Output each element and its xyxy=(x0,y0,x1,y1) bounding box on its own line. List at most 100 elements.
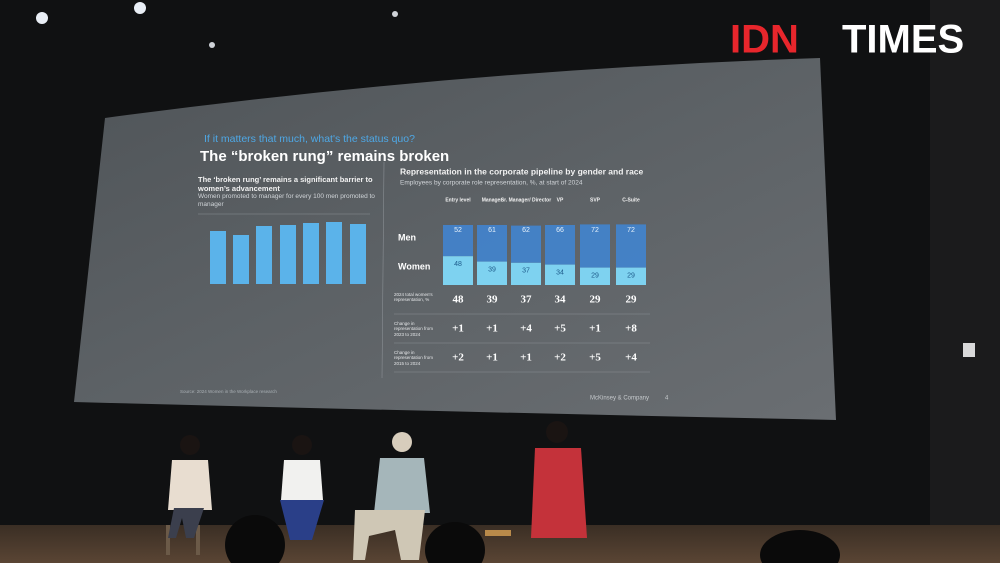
men-segment xyxy=(443,225,473,257)
slide-kicker: If it matters that much, what's the stat… xyxy=(204,133,415,145)
panelists xyxy=(166,421,840,563)
head xyxy=(392,432,412,452)
row-value: +5 xyxy=(589,352,601,364)
side-wall xyxy=(930,0,1000,563)
women-value: 48 xyxy=(454,261,462,268)
ceiling-light xyxy=(134,2,146,14)
left-subheading: Women promoted to manager for every 100 … xyxy=(198,193,375,208)
column-label: VP xyxy=(557,197,564,203)
row-value: +2 xyxy=(452,352,464,364)
women-segment xyxy=(477,261,507,285)
left-text-box: The ‘broken rung’ remains a significant … xyxy=(198,176,375,208)
row-value: +5 xyxy=(554,323,566,335)
men-value: 61 xyxy=(488,227,496,234)
logo-brand: IDN xyxy=(730,18,799,62)
row-value: 37 xyxy=(521,294,533,306)
row-value: +4 xyxy=(625,352,637,364)
row-value: +2 xyxy=(554,352,566,364)
column-label: C-Suite xyxy=(622,197,640,203)
women-segment xyxy=(545,264,575,285)
slide-title: The “broken rung” remains broken xyxy=(200,148,449,165)
men-segment xyxy=(477,225,507,262)
men-value: 52 xyxy=(454,227,462,234)
right-heading: Representation in the corporate pipeline… xyxy=(400,166,644,176)
women-value: 39 xyxy=(488,266,496,273)
row-value: 39 xyxy=(487,294,499,306)
row-value: 34 xyxy=(555,294,567,306)
exit-sign xyxy=(963,343,975,357)
slide-page: 4 xyxy=(665,396,669,402)
row-value: +1 xyxy=(486,352,498,364)
stool xyxy=(166,525,170,555)
row-label-box: Change in representation from 2023 to 20… xyxy=(394,321,434,337)
left-heading: The ‘broken rung’ remains a significant … xyxy=(198,176,373,193)
men-value: 72 xyxy=(591,227,599,234)
bar xyxy=(233,235,249,284)
women-value: 34 xyxy=(556,269,564,276)
bar xyxy=(210,231,226,284)
row-value: 29 xyxy=(626,294,638,306)
men-segment xyxy=(545,225,575,265)
legs xyxy=(168,508,204,538)
women-value: 29 xyxy=(627,272,635,279)
bar xyxy=(256,226,272,284)
column-label: SVP xyxy=(590,197,601,203)
row-label: Change in representation from 2015 to 20… xyxy=(394,350,434,366)
men-segment xyxy=(616,224,646,268)
bar xyxy=(303,223,319,284)
body xyxy=(374,458,430,513)
head xyxy=(546,421,568,443)
women-label: Women xyxy=(398,261,430,271)
row-value: +1 xyxy=(520,352,532,364)
stool xyxy=(485,530,511,536)
women-segment xyxy=(511,262,541,285)
women-value: 29 xyxy=(591,272,599,279)
row-label-box: Change in representation from 2015 to 20… xyxy=(394,350,434,366)
body xyxy=(281,460,323,500)
column-label: Entry level xyxy=(445,197,471,203)
right-subheading: Employees by corporate role representati… xyxy=(400,180,583,187)
women-segment xyxy=(443,256,473,285)
row-label-box: 2024 total women's representation, % xyxy=(394,292,433,303)
row-value: 29 xyxy=(590,294,602,306)
stool xyxy=(196,525,200,555)
divider xyxy=(381,161,385,379)
row-value: +1 xyxy=(486,323,498,335)
legs xyxy=(353,510,425,560)
women-segment xyxy=(580,267,610,285)
row-value: +8 xyxy=(625,323,637,335)
audience-head xyxy=(425,522,485,563)
men-value: 72 xyxy=(627,227,635,234)
row-value: +1 xyxy=(589,323,601,335)
head xyxy=(292,435,312,455)
bar xyxy=(326,222,342,284)
ceiling-light xyxy=(392,11,398,17)
left-bars xyxy=(210,222,366,284)
column-label: Manager xyxy=(482,197,503,203)
skirt xyxy=(280,500,324,540)
women-value: 37 xyxy=(522,268,530,275)
row-label: 2024 total women's representation, % xyxy=(394,292,433,303)
men-value: 66 xyxy=(556,227,564,234)
head xyxy=(180,435,200,455)
audience-head xyxy=(760,530,840,563)
ceiling-light xyxy=(209,42,215,48)
row-label: Change in representation from 2023 to 20… xyxy=(394,321,434,337)
men-label: Men xyxy=(398,232,416,242)
row-value: +1 xyxy=(452,323,464,335)
audience-head xyxy=(225,515,285,563)
row-value: +4 xyxy=(520,323,532,335)
bar xyxy=(350,224,366,284)
men-value: 62 xyxy=(522,227,530,234)
men-segment xyxy=(580,224,610,268)
women-segment xyxy=(616,267,646,285)
men-segment xyxy=(511,225,541,263)
column-label: Sr. Manager/ Director xyxy=(501,197,551,203)
logo-name: TIMES xyxy=(842,18,964,62)
slide-source: Source: 2024 Women in the Workplace rese… xyxy=(180,389,277,394)
bar xyxy=(280,225,296,284)
body xyxy=(168,460,212,510)
jacket xyxy=(531,448,587,538)
